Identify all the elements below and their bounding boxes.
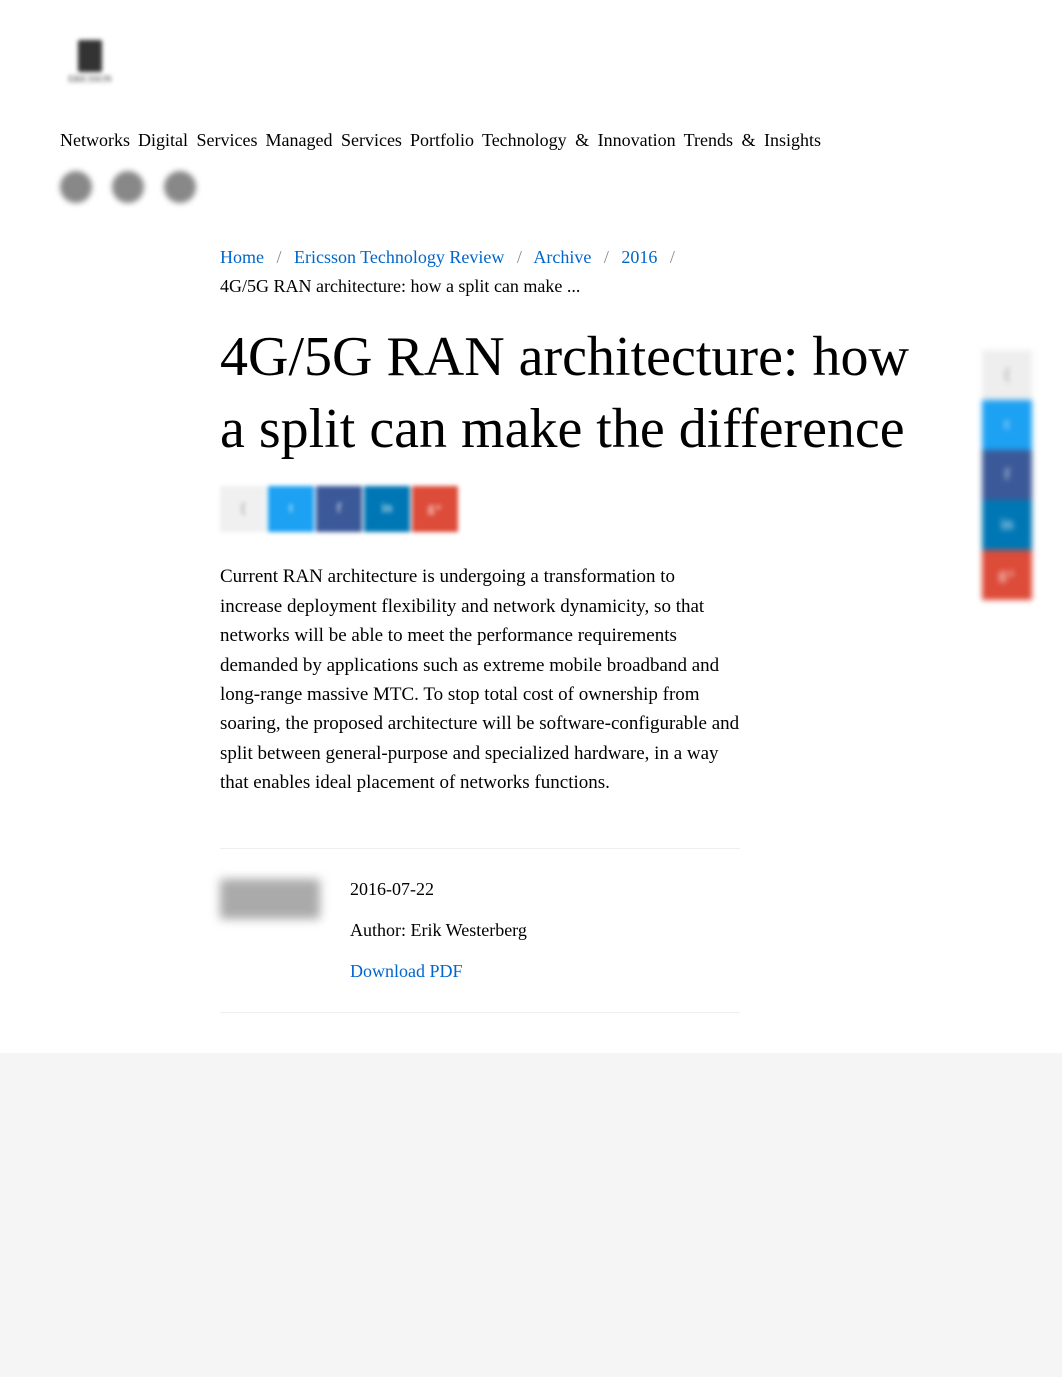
side-share-icon[interactable]: ⟨	[982, 350, 1032, 400]
breadcrumb-sep: /	[670, 247, 675, 267]
side-share-linkedin[interactable]: in	[982, 500, 1032, 550]
header: ERICSSON Networks Digital Services Manag…	[0, 0, 1062, 223]
share-label-icon: ⟨	[220, 486, 266, 532]
meta-date: 2016-07-22	[350, 879, 527, 900]
breadcrumb-year[interactable]: 2016	[621, 247, 657, 267]
nav-technology-innovation[interactable]: Technology & Innovation	[482, 130, 676, 151]
logo[interactable]: ERICSSON	[60, 40, 120, 100]
article-body: Current RAN architecture is undergoing a…	[220, 562, 740, 798]
side-share-google[interactable]: g+	[982, 550, 1032, 600]
breadcrumb-review[interactable]: Ericsson Technology Review	[294, 247, 504, 267]
meta-info: 2016-07-22 Author: Erik Westerberg Downl…	[350, 879, 527, 982]
meta-author: Author: Erik Westerberg	[350, 920, 527, 941]
meta-section: 2016-07-22 Author: Erik Westerberg Downl…	[220, 848, 740, 1013]
nav-managed-services[interactable]: Managed Services	[265, 130, 401, 151]
breadcrumb-archive[interactable]: Archive	[533, 247, 591, 267]
logo-icon	[78, 40, 102, 72]
globe-icon[interactable]	[60, 171, 92, 203]
page: ERICSSON Networks Digital Services Manag…	[0, 0, 1062, 1053]
menu-icon[interactable]	[164, 171, 196, 203]
nav-portfolio[interactable]: Portfolio	[410, 130, 474, 151]
search-icon[interactable]	[112, 171, 144, 203]
breadcrumb-current: 4G/5G RAN architecture: how a split can …	[220, 276, 580, 296]
side-share: ⟨ t f in g+	[982, 350, 1032, 600]
nav-trends-insights[interactable]: Trends & Insights	[684, 130, 821, 151]
share-google[interactable]: g+	[412, 486, 458, 532]
article-title: 4G/5G RAN architecture: how a split can …	[220, 321, 920, 467]
meta-author-label: Author:	[350, 920, 411, 940]
download-pdf-link[interactable]: Download PDF	[350, 961, 527, 982]
breadcrumb-home[interactable]: Home	[220, 247, 264, 267]
nav-digital-services[interactable]: Digital Services	[138, 130, 257, 151]
side-share-twitter[interactable]: t	[982, 400, 1032, 450]
breadcrumb: Home / Ericsson Technology Review / Arch…	[220, 243, 920, 301]
content: Home / Ericsson Technology Review / Arch…	[220, 223, 920, 1053]
breadcrumb-sep: /	[277, 247, 282, 267]
meta-image-icon	[220, 879, 320, 919]
main-nav: Networks Digital Services Managed Servic…	[60, 130, 1002, 151]
share-facebook[interactable]: f	[316, 486, 362, 532]
meta-author-name: Erik Westerberg	[411, 920, 527, 940]
breadcrumb-sep: /	[517, 247, 522, 267]
share-twitter[interactable]: t	[268, 486, 314, 532]
header-icons	[60, 171, 1002, 203]
share-row: ⟨ t f in g+	[220, 486, 920, 532]
nav-networks[interactable]: Networks	[60, 130, 130, 151]
breadcrumb-sep: /	[604, 247, 609, 267]
side-share-facebook[interactable]: f	[982, 450, 1032, 500]
logo-text: ERICSSON	[68, 74, 112, 84]
share-linkedin[interactable]: in	[364, 486, 410, 532]
